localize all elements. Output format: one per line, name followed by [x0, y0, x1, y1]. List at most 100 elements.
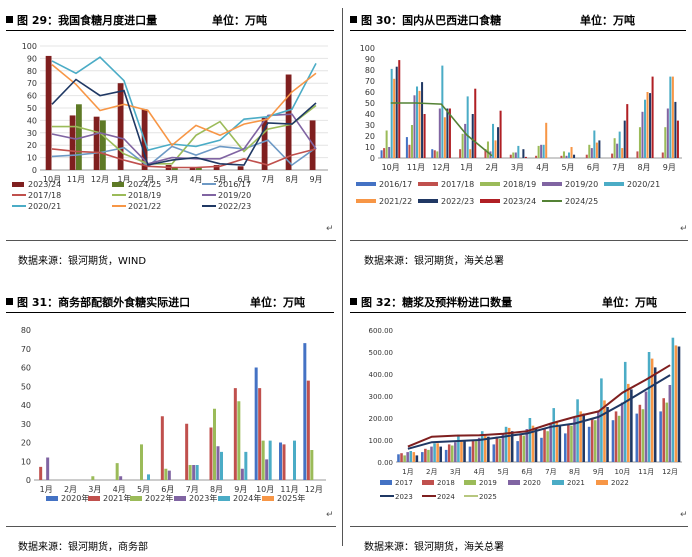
legend-swatch — [130, 496, 142, 501]
bar — [582, 413, 585, 462]
chart-title: 图 29：我国食糖月度进口量 — [17, 14, 158, 27]
x-tick-label: 6月 — [521, 468, 532, 476]
y-tick-label: 0 — [32, 166, 37, 175]
unit-label: 单位：万吨 — [212, 14, 267, 27]
legend-swatch — [542, 182, 562, 186]
bar — [388, 147, 391, 158]
x-tick-label: 4月 — [474, 468, 485, 476]
bar — [468, 446, 472, 462]
bar — [668, 385, 672, 462]
y-tick-label: 50 — [365, 99, 375, 108]
legend-label: 2017/18 — [441, 180, 474, 189]
bar — [522, 149, 525, 158]
bar — [433, 150, 436, 158]
bar — [644, 99, 647, 158]
bar — [209, 427, 213, 480]
bar — [466, 96, 469, 158]
legend-swatch — [604, 182, 624, 186]
bar — [258, 388, 262, 480]
x-tick-label: 5月 — [498, 468, 509, 476]
legend-label: 2023/24 — [28, 180, 61, 189]
y-tick-label: 30 — [21, 420, 31, 429]
bar — [279, 442, 282, 480]
bar — [76, 104, 82, 170]
y-tick-label: 30 — [27, 129, 37, 138]
bar — [444, 449, 448, 462]
bar — [543, 429, 546, 462]
bar — [192, 465, 196, 480]
bar — [195, 465, 199, 480]
bar — [430, 446, 433, 462]
legend-swatch — [356, 182, 376, 186]
y-tick-label: 0 — [370, 154, 375, 163]
legend-label: 2023 — [395, 493, 413, 501]
bar — [531, 425, 535, 462]
chart-29: 0 10 20 30 40 50 60 70 80 90 100 10月 11月 12月 1月 2月 3月 4月 5… — [12, 42, 328, 211]
bar — [598, 140, 601, 158]
bar — [627, 383, 630, 462]
bar — [261, 117, 268, 170]
y-tick-label: 20 — [21, 439, 31, 448]
bar — [585, 154, 588, 158]
y-tick-label: 50 — [27, 104, 37, 113]
bar — [436, 443, 439, 462]
x-tick-label: 5月 — [137, 485, 150, 494]
legend-label: 2020 — [523, 479, 541, 487]
x-tick-label: 1月 — [460, 163, 473, 172]
x-tick-label: 7月 — [186, 485, 199, 494]
x-tick-label: 5月 — [213, 175, 226, 184]
bar — [507, 427, 511, 462]
bar — [662, 398, 665, 462]
x-tick-label: 3月 — [511, 163, 524, 172]
x-tick-label: 9月 — [309, 175, 322, 184]
bar — [545, 122, 548, 158]
bar — [380, 150, 383, 158]
y-tick-label: 40 — [365, 110, 375, 119]
y-tick-label: 40 — [27, 116, 37, 125]
legend-label: 2020年 — [61, 493, 89, 503]
x-tick-label: 4月 — [113, 485, 126, 494]
bar — [282, 444, 286, 480]
bar — [613, 138, 616, 158]
bar — [450, 445, 454, 462]
x-tick-label: 3月 — [165, 175, 178, 184]
legend-label: 2018/19 — [503, 180, 536, 189]
bar — [661, 152, 664, 158]
bar — [636, 151, 639, 158]
column-divider — [342, 8, 343, 546]
bar — [549, 423, 552, 462]
panel-title: 图 31：商务部配额外食糖实际进口 — [6, 294, 190, 310]
bar — [528, 418, 532, 462]
y-tick-label: 400.00 — [369, 371, 394, 379]
bar — [265, 459, 269, 480]
legend-label: 2019/20 — [565, 180, 598, 189]
bar — [516, 441, 519, 462]
unit-label: 单位：万吨 — [250, 296, 305, 309]
y-tick-label: 10 — [27, 154, 37, 163]
y-tick-label: 70 — [27, 79, 37, 88]
return-mark: ↵ — [326, 224, 334, 234]
bar — [400, 453, 403, 462]
bar — [606, 407, 609, 462]
bar — [303, 343, 307, 480]
legend-swatch — [508, 480, 520, 485]
bar — [641, 111, 644, 158]
legend-label: 2016/17 — [379, 180, 412, 189]
x-tick-label: 9月 — [593, 468, 604, 476]
bar — [39, 466, 43, 480]
bar — [409, 451, 413, 462]
x-tick-label: 4月 — [536, 163, 549, 172]
x-tick-label: 9月 — [234, 485, 247, 494]
bar — [517, 145, 520, 158]
legend-swatch — [88, 496, 100, 501]
legend-swatch — [174, 496, 186, 501]
bar — [573, 154, 576, 158]
bar — [213, 408, 216, 480]
bar — [459, 149, 462, 158]
bar — [618, 131, 621, 158]
bar — [647, 352, 651, 462]
y-tick-label: 70 — [365, 77, 375, 86]
legend-label: 2021 — [567, 479, 585, 487]
bar — [587, 426, 591, 462]
legend-swatch — [356, 199, 376, 203]
